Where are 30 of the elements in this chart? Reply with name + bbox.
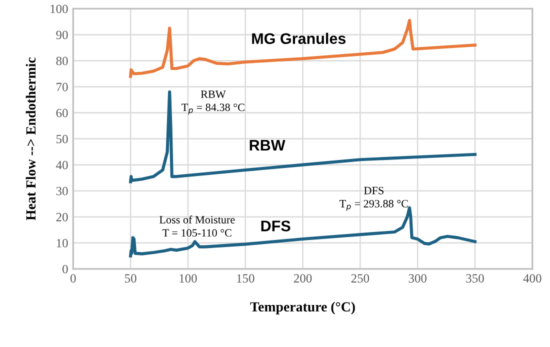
- series-label: DFS: [261, 220, 290, 232]
- x-tick-label: 300: [408, 274, 426, 283]
- x-tick-label: 200: [294, 274, 312, 283]
- y-tick-label: 70: [56, 82, 68, 92]
- y-tick-label: 20: [56, 212, 68, 222]
- x-tick-label: 50: [125, 274, 136, 283]
- y-tick-label: 90: [56, 30, 68, 40]
- y-axis-title: Heat Flow --> Endothermic: [26, 57, 36, 220]
- annotation: Loss of Moisture T = 105-110 °C: [160, 216, 235, 237]
- x-tick-label: 0: [70, 274, 76, 283]
- series-label: RBW: [250, 140, 286, 151]
- x-tick-label: 100: [180, 274, 197, 283]
- x-tick-label: 350: [466, 274, 484, 283]
- text: DFS T$_{p}$ = 293.88 °C: [340, 186, 408, 211]
- x-tick-label: 250: [351, 274, 370, 283]
- text: RBW T$_{p}$ = 84.38 °C: [182, 90, 244, 114]
- y-tick-label: 0: [62, 264, 68, 274]
- y-tick-label: 40: [56, 160, 68, 170]
- line-series: [129, 90, 477, 184]
- y-tick-label: 50: [56, 134, 68, 144]
- y-tick-label: 80: [56, 56, 68, 66]
- y-tick-label: 60: [56, 108, 68, 118]
- y-tick-label: 100: [50, 4, 68, 14]
- line-series: [129, 18, 477, 78]
- y-tick-label: 30: [56, 186, 68, 196]
- x-tick-label: 150: [237, 274, 254, 283]
- x-tick-label: 400: [523, 274, 542, 283]
- x-axis-title: Temperature (°C): [250, 302, 355, 314]
- y-tick-label: 10: [56, 238, 68, 248]
- series-label: MG Granules: [252, 32, 346, 44]
